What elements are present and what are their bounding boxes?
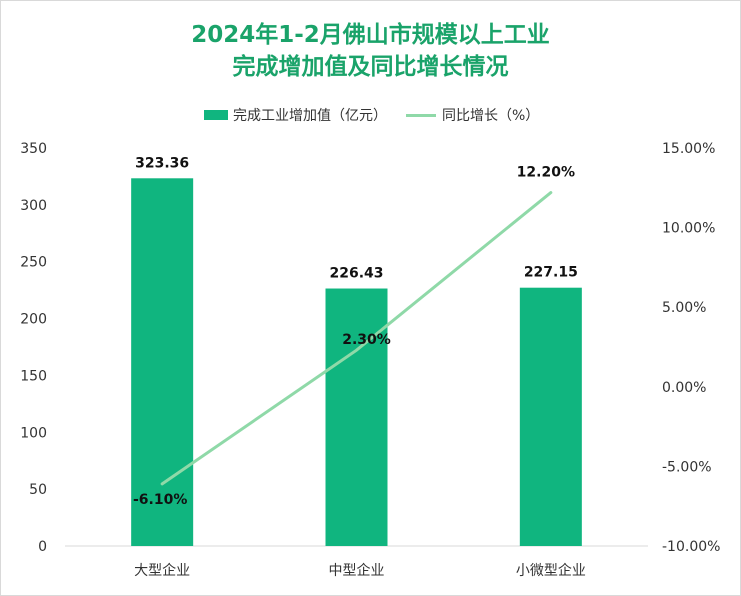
y-right-tick-label: 10.00%: [662, 221, 715, 237]
y-left-tick-label: 250: [20, 255, 47, 271]
y-right-tick-label: -5.00%: [662, 459, 712, 475]
y-right-tick-label: 15.00%: [662, 141, 715, 157]
chart-title-line1: 2024年1-2月佛山市规模以上工业: [191, 22, 550, 48]
legend: 完成工业增加值（亿元） 同比增长（%）: [0, 103, 741, 127]
legend-item-line: 同比增长（%）: [406, 103, 539, 127]
y-left-tick-label: 50: [29, 482, 47, 498]
legend-label-line: 同比增长（%）: [442, 108, 540, 124]
bar: [131, 178, 194, 546]
y-left-tick-label: 100: [20, 425, 47, 441]
y-left-tick-label: 0: [38, 539, 47, 555]
y-left-tick-label: 150: [20, 368, 47, 384]
x-category-label: 小微型企业: [516, 562, 586, 579]
legend-swatch-bar: [204, 110, 228, 120]
bar-data-label: 226.43: [329, 266, 383, 282]
y-left-tick-label: 200: [20, 312, 47, 328]
line-data-label: -6.10%: [133, 492, 187, 508]
y-left-tick-label: 300: [20, 198, 47, 214]
legend-swatch-line: [406, 113, 436, 117]
y-left-tick-label: 350: [20, 141, 47, 157]
bar: [519, 287, 582, 546]
y-right-tick-label: 5.00%: [662, 300, 706, 316]
legend-item-bar: 完成工业增加值（亿元）: [204, 103, 387, 127]
x-category-label: 大型企业: [134, 562, 190, 579]
bar-data-label: 227.15: [524, 265, 578, 281]
y-right-tick-label: 0.00%: [662, 380, 706, 396]
x-category-label: 中型企业: [329, 562, 385, 579]
line-data-label: 2.30%: [342, 332, 391, 348]
line-data-label: 12.20%: [517, 165, 575, 181]
y-right-tick-label: -10.00%: [662, 539, 720, 555]
chart-title-line2: 完成增加值及同比增长情况: [232, 54, 509, 80]
bar: [325, 288, 388, 546]
legend-label-bar: 完成工业增加值（亿元）: [233, 108, 387, 124]
bar-data-label: 323.36: [135, 155, 189, 171]
